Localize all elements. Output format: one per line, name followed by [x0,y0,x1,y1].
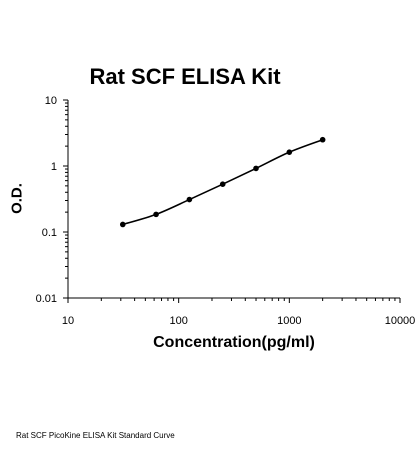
ticks: 0.01 0.1 1 10 10 100 1000 10000 [36,95,416,327]
axes [67,100,400,299]
data-point [319,136,326,143]
x-tick-label: 10000 [385,315,416,327]
y-tick-label: 0.01 [36,293,57,305]
y-tick-label: 1 [51,161,57,173]
x-axis-label: Concentration(pg/ml) [153,334,315,351]
data-point [253,165,259,172]
series [119,136,326,228]
y-tick-label: 0.1 [42,227,57,239]
figure-caption: Rat SCF PicoKine ELISA Kit Standard Curv… [16,431,175,440]
y-axis-label: O.D. [8,183,26,214]
chart-title: Rat SCF ELISA Kit [89,64,281,89]
data-point [186,196,193,203]
data-point [119,221,126,228]
data-point [219,181,226,187]
x-tick-label: 100 [169,315,187,327]
data-point [286,149,293,155]
data-point [153,211,159,218]
y-tick-label: 10 [45,95,57,107]
x-tick-label: 1000 [277,315,301,327]
x-tick-label: 10 [62,315,74,327]
